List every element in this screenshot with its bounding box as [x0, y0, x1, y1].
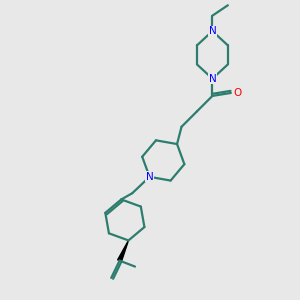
- Polygon shape: [118, 240, 128, 262]
- Text: N: N: [208, 74, 216, 84]
- Text: N: N: [208, 26, 216, 36]
- Text: O: O: [233, 88, 242, 98]
- Text: N: N: [146, 172, 153, 182]
